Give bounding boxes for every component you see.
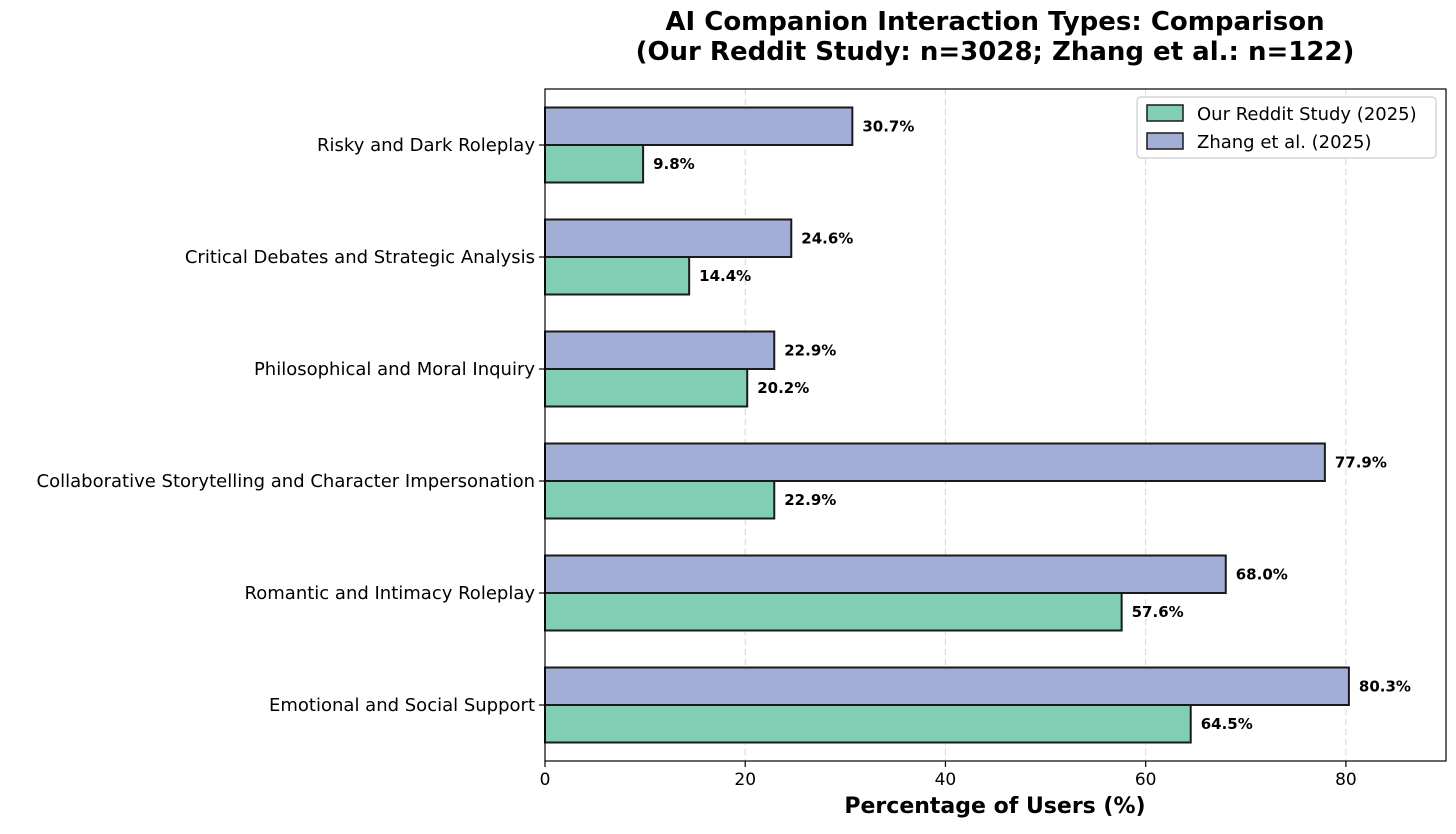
- grid-layer: [544, 89, 1347, 761]
- y-tick-label: Critical Debates and Strategic Analysis: [185, 247, 535, 268]
- y-tick-label: Philosophical and Moral Inquiry: [254, 359, 535, 380]
- bar-series-0: [544, 368, 749, 408]
- data-label: 64.5%: [1201, 715, 1253, 733]
- bars-layer: 30.7% 9.8% 24.6% 14.4% 22.9% 20.2% 77.9% 22.9% 6…: [544, 106, 1411, 744]
- bar-series-0: [544, 256, 691, 296]
- chart-title-line-1: AI Companion Interaction Types: Comparis…: [665, 7, 1324, 37]
- data-label: 20.2%: [757, 379, 809, 397]
- x-tick-label: 80: [1335, 770, 1357, 790]
- legend-swatch: [1146, 104, 1184, 122]
- legend-box: [1136, 96, 1437, 159]
- legend-label: Our Reddit Study (2025): [1197, 104, 1417, 125]
- legend-label: Zhang et al. (2025): [1197, 132, 1372, 153]
- bar-series-0: [544, 592, 1123, 632]
- bar-series-1: [544, 554, 1227, 594]
- x-tick-label: 40: [935, 770, 957, 790]
- bar-series-1: [544, 106, 854, 146]
- legend-swatch: [1146, 132, 1184, 150]
- bar-series-1: [544, 666, 1350, 706]
- y-tick-label: Romantic and Intimacy Roleplay: [245, 583, 536, 604]
- bar-series-1: [544, 218, 793, 258]
- x-tick-label: 60: [1135, 770, 1157, 790]
- x-tick-label: 0: [540, 770, 551, 790]
- data-label: 80.3%: [1359, 677, 1411, 695]
- data-label: 77.9%: [1335, 453, 1387, 471]
- data-label: 22.9%: [784, 491, 836, 509]
- data-label: 9.8%: [653, 155, 695, 173]
- bar-series-0: [544, 704, 1192, 744]
- y-tick-label: Risky and Dark Roleplay: [317, 135, 535, 156]
- chart-title-line-2: (Our Reddit Study: n=3028; Zhang et al.:…: [636, 37, 1355, 67]
- axes-layer: Risky and Dark Roleplay Critical Debates …: [37, 88, 1447, 790]
- legend: Our Reddit Study (2025) Zhang et al. (202…: [1136, 96, 1437, 159]
- data-label: 22.9%: [784, 341, 836, 359]
- bar-series-0: [544, 480, 776, 520]
- data-label: 30.7%: [862, 117, 914, 135]
- bar-series-1: [544, 330, 776, 370]
- data-label: 14.4%: [699, 267, 751, 285]
- x-axis-label: Percentage of Users (%): [844, 794, 1145, 819]
- x-tick-label: 20: [734, 770, 756, 790]
- bar-series-0: [544, 144, 645, 184]
- y-tick-label: Collaborative Storytelling and Character…: [37, 471, 535, 492]
- data-label: 24.6%: [801, 229, 853, 247]
- y-tick-label: Emotional and Social Support: [269, 695, 535, 716]
- plot-frame: [544, 88, 1447, 762]
- data-label: 57.6%: [1132, 603, 1184, 621]
- bar-series-1: [544, 442, 1326, 482]
- data-label: 68.0%: [1236, 565, 1288, 583]
